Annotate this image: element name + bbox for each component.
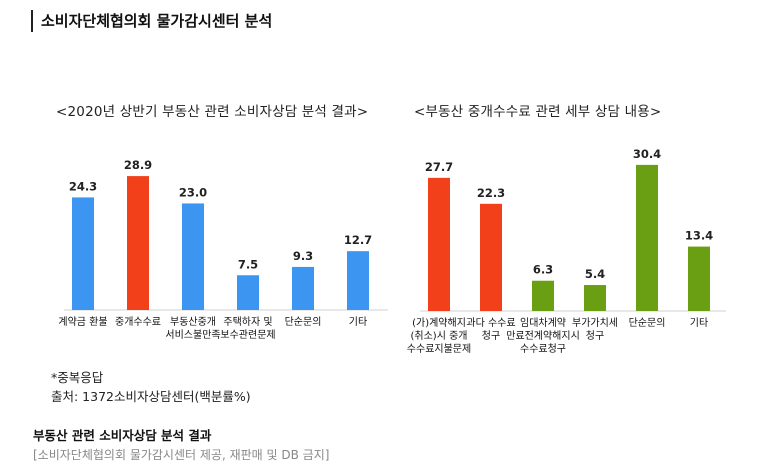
category-label-1-1: 청구 <box>482 330 500 342</box>
value-label-5: 12.7 <box>344 233 372 247</box>
value-label-0: 24.3 <box>69 179 97 193</box>
value-label-2: 6.3 <box>533 263 553 277</box>
bar-1 <box>127 176 149 310</box>
bar-5 <box>347 251 369 310</box>
photo-credit: [소비자단체협의회 물가감시센터 제공, 재판매 및 DB 금지] <box>33 448 330 462</box>
bar-4 <box>292 266 314 310</box>
category-label-4-0: 단순문의 <box>285 316 322 328</box>
category-label-1-0: 과다 수수료 <box>466 317 515 329</box>
category-label-5-0: 기타 <box>690 317 708 329</box>
value-label-3: 7.5 <box>238 257 258 271</box>
bar-1 <box>480 203 502 311</box>
note-source: 출처: 1372소비자상담센터(백분률%) <box>51 389 251 404</box>
page-header-title: 소비자단체협의회 물가감시센터 분석 <box>31 10 272 32</box>
bar-3 <box>584 285 606 311</box>
value-label-3: 5.4 <box>585 267 605 281</box>
value-label-1: 22.3 <box>477 186 505 200</box>
image-caption: 부동산 관련 소비자상담 분석 결과 <box>33 428 212 443</box>
bar-0 <box>72 197 94 310</box>
bar-3 <box>237 275 259 310</box>
value-label-2: 23.0 <box>179 185 207 199</box>
category-label-3-0: 부가가치세 <box>572 317 618 329</box>
bar-2 <box>532 280 554 311</box>
category-label-0-0: (가)계약해지 <box>412 316 466 329</box>
category-label-4-0: 단순문의 <box>629 317 666 329</box>
category-label-0-0: 계약금 환불 <box>58 316 107 328</box>
category-label-2-2: 수수료청구 <box>520 343 566 355</box>
category-label-3-0: 주택하자 및 <box>223 315 272 328</box>
value-label-4: 30.4 <box>633 147 661 161</box>
category-label-0-1: (취소)시 중개 <box>411 330 468 342</box>
category-label-2-1: 서비스불만족 <box>165 329 220 341</box>
category-label-3-1: 보수관련문제 <box>220 329 275 341</box>
value-label-0: 27.7 <box>425 160 453 174</box>
bar-2 <box>182 203 204 310</box>
category-label-2-0: 부동산중개 <box>170 316 216 328</box>
chart-title-left: <2020년 상반기 부동산 관련 소비자상담 분석 결과> <box>56 104 369 120</box>
category-label-0-2: 수수료지불문제 <box>407 343 471 355</box>
category-label-3-1: 청구 <box>586 330 604 342</box>
category-label-2-0: 임대차계약 <box>520 316 566 329</box>
value-label-5: 13.4 <box>685 229 713 243</box>
category-label-5-0: 기타 <box>349 316 367 328</box>
note-multiple-response: *중복응답 <box>51 370 104 385</box>
value-label-4: 9.3 <box>293 249 313 263</box>
bar-4 <box>636 164 658 311</box>
bar-5 <box>688 246 710 311</box>
bar-0 <box>428 177 450 311</box>
chart-title-right: <부동산 중개수수료 관련 세부 상담 내용> <box>414 104 662 120</box>
value-label-1: 28.9 <box>124 158 152 172</box>
category-label-1-0: 중개수수료 <box>115 316 161 328</box>
category-label-2-1: 만료전계약해지시 <box>506 329 580 342</box>
